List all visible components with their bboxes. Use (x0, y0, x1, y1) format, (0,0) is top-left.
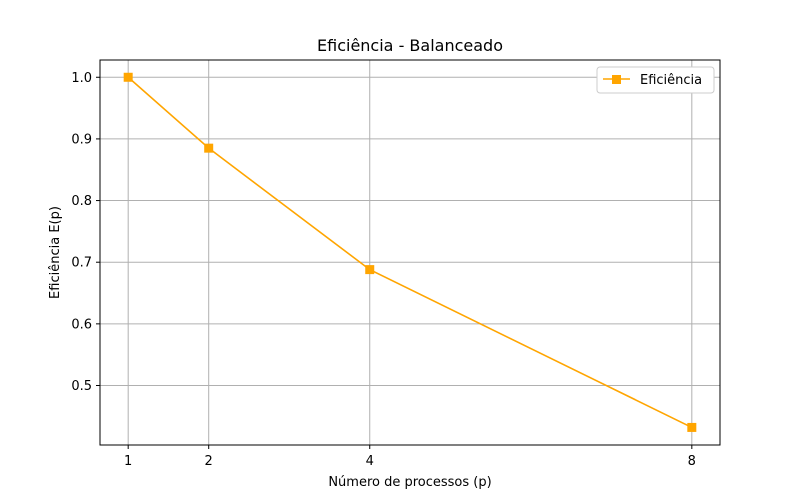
y-tick-label: 0.9 (71, 132, 92, 147)
x-tick-label: 2 (205, 454, 213, 469)
x-axis: 1 2 4 8 (124, 445, 696, 469)
x-tick-label: 1 (124, 454, 132, 469)
y-axis: 0.5 0.6 0.7 0.8 0.9 1.0 (71, 71, 100, 394)
plot-frame (99, 59, 721, 446)
y-tick-label: 1.0 (71, 71, 92, 86)
legend-entry-label: Eficiência (640, 73, 702, 88)
chart-title: Eficiência - Balanceado (317, 36, 503, 55)
y-tick-label: 0.8 (71, 194, 92, 209)
data-point-marker (204, 143, 214, 153)
legend-box (596, 66, 715, 94)
data-point-marker (123, 72, 133, 82)
data-point-marker (365, 265, 375, 275)
data-point-marker (687, 422, 697, 432)
y-axis-label: Eficiência E(p) (48, 206, 63, 299)
legend: Eficiência (596, 66, 715, 94)
x-tick-label: 8 (688, 454, 696, 469)
series-line-efficiency (127, 76, 693, 429)
x-axis-label: Número de processos (p) (328, 475, 491, 490)
y-tick-label: 0.6 (71, 317, 92, 332)
y-tick-label: 0.7 (71, 256, 92, 271)
series (123, 72, 697, 432)
legend-marker-swatch (612, 75, 621, 84)
y-tick-label: 0.5 (71, 379, 92, 394)
x-tick-label: 4 (366, 454, 374, 469)
